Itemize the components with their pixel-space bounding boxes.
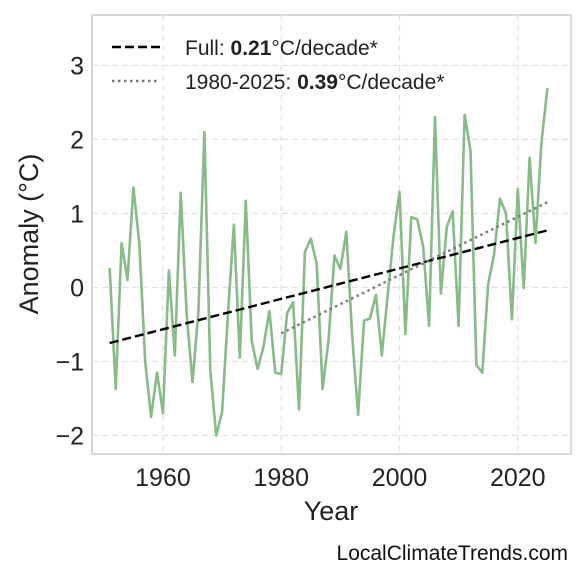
y-tick-label: 2 (70, 126, 84, 154)
grid (92, 15, 571, 454)
y-tick-label: −2 (55, 422, 84, 450)
legend-entry-full: Full: 0.21°C/decade* (185, 37, 378, 60)
legend-unit-full: °C/decade* (271, 37, 377, 60)
x-axis-label: Year (304, 496, 359, 526)
series-layer (108, 87, 549, 437)
trend-line-full (109, 229, 548, 345)
y-tick-label: −1 (55, 348, 84, 376)
x-tick-label: 2020 (490, 464, 546, 492)
trend-line-1980-2025 (280, 201, 548, 335)
y-tick-label: 0 (70, 274, 84, 302)
legend: Full: 0.21°C/decade* 1980-2025: 0.39°C/d… (112, 37, 444, 94)
x-tick-label: 1960 (135, 464, 191, 492)
watermark: LocalClimateTrends.com (337, 542, 568, 565)
legend-unit-1980-2025: °C/decade* (338, 71, 444, 94)
legend-value-full: 0.21 (231, 37, 272, 60)
y-tick-label: 3 (70, 52, 84, 80)
tick-labels: 1960 1980 2000 2020 −2 −1 0 1 2 3 (55, 52, 545, 492)
x-tick-label: 1980 (253, 464, 309, 492)
legend-label-1980-2025: 1980-2025: (185, 71, 297, 94)
anomaly-series-line (108, 87, 549, 437)
x-tick-label: 2000 (372, 464, 428, 492)
plot-frame (91, 14, 572, 455)
y-tick-label: 1 (70, 200, 84, 228)
legend-value-1980-2025: 0.39 (297, 71, 338, 94)
legend-entry-1980-2025: 1980-2025: 0.39°C/decade* (185, 71, 444, 94)
y-axis-label: Anomaly (°C) (14, 154, 44, 315)
legend-label-full: Full: (185, 37, 231, 60)
